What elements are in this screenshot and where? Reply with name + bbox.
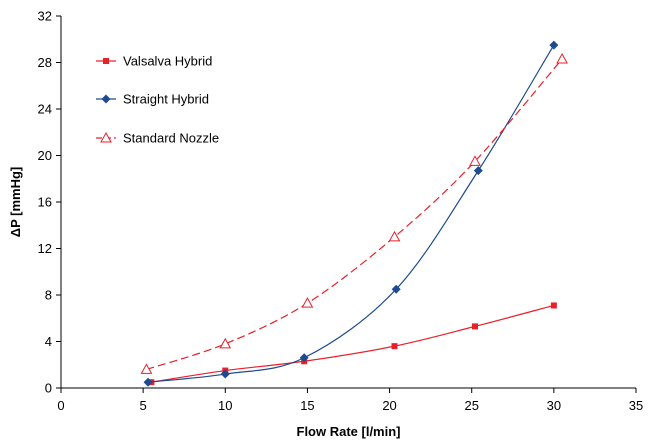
legend-swatch-marker (101, 94, 111, 104)
x-axis-title: Flow Rate [l/min] (297, 424, 401, 439)
series-line-valsalva-hybrid (151, 304, 555, 383)
legend-label: Straight Hybrid (123, 92, 209, 107)
y-tick-label: 20 (38, 148, 52, 163)
y-tick-label: 24 (38, 102, 52, 117)
legend-item-valsalva-hybrid: Valsalva Hybrid (96, 54, 212, 69)
legend-item-straight-hybrid: Straight Hybrid (96, 92, 209, 107)
x-tick-label: 10 (218, 398, 232, 413)
y-axis-ticks: 0 4 8 12 16 20 24 28 32 (38, 9, 61, 396)
x-tick-label: 15 (300, 398, 314, 413)
legend-swatch-marker (100, 131, 112, 143)
y-tick-label: 32 (38, 9, 52, 24)
data-point (391, 343, 398, 350)
legend: Valsalva Hybrid Straight Hybrid Standard N… (96, 54, 219, 146)
y-tick-label: 0 (45, 381, 52, 396)
data-point (549, 40, 559, 50)
data-point (220, 369, 230, 379)
legend-label: Valsalva Hybrid (123, 54, 212, 69)
data-point (391, 284, 401, 294)
data-point (388, 230, 401, 242)
series-straight-hybrid (143, 40, 559, 387)
y-axis-title: ΔP [mmHg] (8, 167, 23, 238)
axes (60, 16, 636, 389)
data-point (299, 353, 309, 363)
data-point (556, 52, 568, 64)
series-valsalva-hybrid (148, 302, 557, 386)
series-layer (140, 40, 568, 387)
x-tick-label: 0 (57, 398, 64, 413)
x-tick-label: 35 (629, 398, 643, 413)
data-point (473, 166, 483, 176)
data-point (140, 363, 153, 374)
data-point (143, 377, 153, 387)
x-tick-label: 25 (464, 398, 478, 413)
y-tick-label: 28 (38, 55, 52, 70)
y-tick-label: 12 (38, 241, 52, 256)
y-tick-label: 16 (38, 195, 52, 210)
data-point (301, 297, 314, 308)
y-tick-label: 8 (45, 288, 52, 303)
y-tick-label: 4 (45, 334, 52, 349)
data-point (472, 323, 478, 330)
x-axis-ticks: 0 5 10 15 20 25 30 35 (57, 388, 643, 413)
x-tick-label: 20 (382, 398, 396, 413)
legend-item-standard-nozzle: Standard Nozzle (96, 131, 219, 146)
legend-label: Standard Nozzle (123, 131, 219, 146)
data-point (550, 302, 557, 309)
legend-swatch-marker (103, 58, 109, 64)
x-tick-label: 5 (140, 398, 147, 413)
data-point (219, 337, 232, 349)
x-tick-label: 30 (547, 398, 561, 413)
data-point (469, 155, 481, 166)
series-standard-nozzle (140, 52, 568, 374)
